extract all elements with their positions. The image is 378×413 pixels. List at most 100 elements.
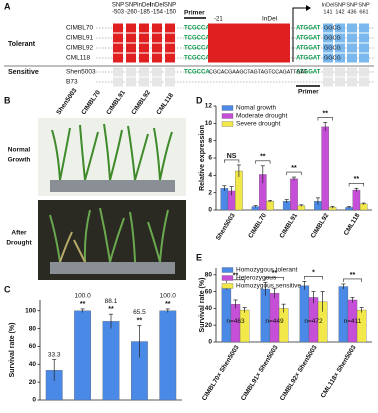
variant-box — [323, 33, 333, 43]
ref-box — [359, 77, 369, 87]
seq-right: GGCG — [324, 45, 341, 51]
variant-box — [165, 23, 175, 33]
panel-label: B — [4, 95, 11, 105]
marker-pos: 142 — [335, 9, 344, 15]
row-label: Drought — [6, 240, 32, 247]
significance: ** — [137, 317, 143, 324]
tss-arrow-head — [306, 5, 311, 11]
variant-box — [335, 23, 345, 33]
n-label: n=411 — [344, 318, 362, 325]
y-tick-label: 80 — [205, 271, 213, 278]
legend-label: Moderate drought — [236, 113, 288, 120]
x-tick-label: CML118× Shen5003 — [320, 344, 358, 399]
seq-right: GGCG — [324, 25, 341, 31]
seq-right: GGCG — [324, 55, 341, 61]
y-tick-label: 60 — [205, 288, 213, 295]
variant-box — [139, 23, 149, 33]
variant-box — [359, 23, 369, 33]
bar — [74, 310, 91, 401]
sig-bracket — [226, 279, 245, 283]
n-label: n=463 — [226, 318, 245, 325]
y-tick-label: 2 — [208, 189, 212, 196]
ref-box — [113, 77, 123, 87]
significance: ** — [350, 272, 356, 279]
marker-pos: -185 — [138, 10, 151, 16]
row-label: Growth — [8, 157, 31, 164]
marker-type: SNP — [164, 3, 176, 9]
bar — [338, 286, 349, 343]
seq-start: ATGGAT — [296, 56, 321, 62]
bar — [260, 288, 271, 343]
legend-label: Homozygous sensitive — [236, 283, 301, 290]
bar — [278, 308, 289, 343]
sig-bracket — [255, 160, 271, 164]
y-tick-label: 20 — [29, 379, 37, 386]
group-name: Sensitive — [8, 69, 39, 76]
marker-pos: -154 — [151, 10, 164, 16]
x-tick-label: CIMBL70 — [247, 212, 268, 240]
variant-box — [165, 43, 175, 53]
indel-box — [208, 23, 290, 63]
variant-box — [335, 53, 345, 63]
sig-bracket — [265, 276, 284, 281]
bar — [356, 309, 367, 343]
variant-box — [126, 43, 136, 53]
y-tick-label: 4 — [208, 172, 212, 179]
variant-box — [347, 53, 357, 63]
value-label: 100.0 — [74, 293, 91, 300]
line-name: CML118 — [66, 55, 90, 62]
ref-box — [165, 67, 175, 77]
legend-label: Homozygous tolerant — [236, 267, 298, 274]
marker-pos: -260 — [125, 10, 138, 16]
seq-left: TCGCCA — [184, 46, 210, 52]
y-tick-label: 10 — [205, 120, 213, 127]
bar — [102, 321, 120, 401]
seq-start: ATGGAT — [296, 46, 321, 52]
variant-box — [359, 43, 369, 53]
indel-label: InDel — [262, 16, 278, 23]
x-tick-label: Shen5003 — [215, 212, 237, 242]
line-name: CIMBL70 — [66, 25, 93, 32]
marker-type: SNP — [112, 3, 124, 9]
variant-box — [347, 23, 357, 33]
variant-box — [152, 43, 162, 53]
primer-label: Primer — [184, 10, 205, 17]
variant-box — [323, 53, 333, 63]
line-name: CIMBL91 — [66, 35, 93, 42]
variant-box — [113, 33, 123, 43]
y-tick-label: 20 — [205, 322, 213, 329]
value-label: 100.0 — [160, 293, 177, 300]
sig-bracket — [224, 159, 240, 163]
x-tick-label: CIMBL92× Shen5003 — [279, 344, 319, 402]
marker-type: SNP — [346, 2, 358, 8]
n-label: n=449 — [265, 318, 284, 325]
y-tick-label: 100 — [25, 307, 36, 314]
significance: ** — [272, 270, 278, 277]
bar — [290, 178, 298, 211]
bar — [352, 189, 361, 211]
marker-type: SNP — [125, 3, 137, 9]
marker-pos: -503 — [112, 10, 125, 16]
line-name: Shen5003 — [55, 87, 78, 116]
bar — [221, 287, 232, 343]
bar — [321, 126, 329, 211]
value-label: 88.1 — [105, 298, 118, 305]
variant-box — [139, 43, 149, 53]
y-tick-label: 8 — [208, 137, 212, 144]
value-label: 33.3 — [48, 351, 61, 358]
legend-swatch — [221, 267, 234, 273]
pos-label: -21 — [214, 17, 223, 23]
sig-bracket — [317, 117, 333, 121]
ref-box — [335, 77, 345, 87]
x-tick-label: CIMBL70× Shen5003 — [201, 344, 241, 402]
line-name: Shen5003 — [66, 69, 96, 76]
variant-box — [165, 53, 175, 63]
bar — [266, 201, 274, 211]
y-tick-label: 0 — [208, 339, 212, 346]
significance: NS — [227, 153, 237, 160]
variant-box — [113, 53, 123, 63]
marker-type: InDel — [137, 3, 151, 9]
y-tick-label: 12 — [205, 103, 213, 110]
significance: ** — [260, 154, 266, 161]
